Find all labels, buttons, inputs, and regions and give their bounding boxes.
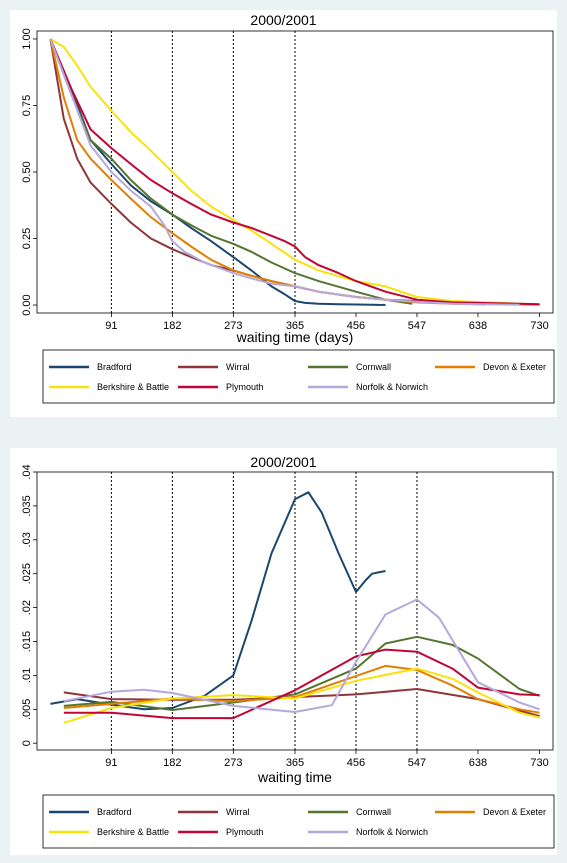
chart-title: 2000/2001 (250, 12, 316, 28)
legend-label-cornwall: Cornwall (356, 807, 391, 817)
y-tick-label: 1.00 (21, 28, 33, 49)
legend: Bradford Wirral Cornwall Devon & Exeter Berk… (42, 794, 555, 849)
y-tick-label: .02 (21, 600, 33, 615)
series-line-norfolk-norwich (49, 38, 520, 306)
x-tick-label: 638 (469, 320, 487, 332)
y-tick-label: .015 (21, 631, 33, 652)
x-tick-label: 547 (408, 320, 426, 332)
y-tick-label: 0 (21, 740, 33, 746)
x-tick-label: 365 (286, 757, 304, 769)
series-line-berkshire-battle (63, 667, 540, 724)
legend-label-wirral: Wirral (226, 807, 250, 817)
legend-label-bradford: Bradford (97, 807, 132, 817)
series-line-bradford (50, 491, 386, 711)
series-line-cornwall (63, 635, 540, 711)
legend-label-devon-exeter: Devon & Exeter (483, 362, 546, 372)
y-tick-label: .03 (21, 532, 33, 547)
x-tick-label: 91 (105, 320, 117, 332)
y-tick-label: .005 (21, 699, 33, 720)
x-tick-label: 638 (469, 757, 487, 769)
series-line-berkshire-battle (49, 38, 540, 306)
y-tick-label: 0.00 (21, 294, 33, 315)
x-tick-label: 365 (286, 320, 304, 332)
legend-box (42, 794, 555, 849)
y-tick-label: 0.75 (21, 95, 33, 116)
legend-label-berkshire-battle: Berkshire & Battle (97, 382, 169, 392)
x-axis-label: waiting time (days) (236, 329, 354, 345)
x-tick-label: 456 (347, 320, 365, 332)
y-tick-label: .035 (21, 495, 33, 516)
legend-label-plymouth: Plymouth (226, 382, 264, 392)
series-line-plymouth (49, 38, 540, 306)
chart-panel-2: 2000/2001 0 .005 .01 .015 .02 .025 .03 .035 .04 91… (10, 448, 557, 855)
x-tick-label: 273 (224, 320, 242, 332)
y-tick-label: 0.50 (21, 161, 33, 182)
y-tick-label: 0.25 (21, 228, 33, 249)
legend-box (42, 349, 555, 404)
legend-label-plymouth: Plymouth (226, 827, 264, 837)
series-line-bradford (49, 38, 386, 306)
x-tick-label: 273 (224, 757, 242, 769)
legend-label-norfolk-norwich: Norfolk & Norwich (356, 382, 428, 392)
x-tick-label: 547 (408, 757, 426, 769)
chart-title: 2000/2001 (250, 454, 316, 470)
x-tick-label: 91 (105, 757, 117, 769)
legend-label-cornwall: Cornwall (356, 362, 391, 372)
x-tick-label: 182 (163, 757, 181, 769)
x-axis-label: waiting time (257, 769, 332, 785)
y-tick-label: .04 (21, 464, 33, 479)
legend-label-wirral: Wirral (226, 362, 250, 372)
legend-label-berkshire-battle: Berkshire & Battle (97, 827, 169, 837)
legend-label-bradford: Bradford (97, 362, 132, 372)
y-tick-label: .025 (21, 563, 33, 584)
x-tick-label: 182 (163, 320, 181, 332)
series-line-norfolk-norwich (63, 598, 540, 713)
legend-label-devon-exeter: Devon & Exeter (483, 807, 546, 817)
legend-label-norfolk-norwich: Norfolk & Norwich (356, 827, 428, 837)
x-tick-label: 730 (530, 757, 548, 769)
series-line-cornwall (49, 38, 413, 305)
series-line-plymouth (63, 648, 540, 720)
y-tick-label: .01 (21, 668, 33, 683)
x-tick-label: 456 (347, 757, 365, 769)
chart-panel-1: 2000/2001 0.00 0.25 0.50 0.75 1.00 91 182 273 365… (10, 10, 557, 417)
x-tick-label: 730 (530, 320, 548, 332)
legend: Bradford Wirral Cornwall Devon & Exeter Berk… (42, 349, 555, 404)
